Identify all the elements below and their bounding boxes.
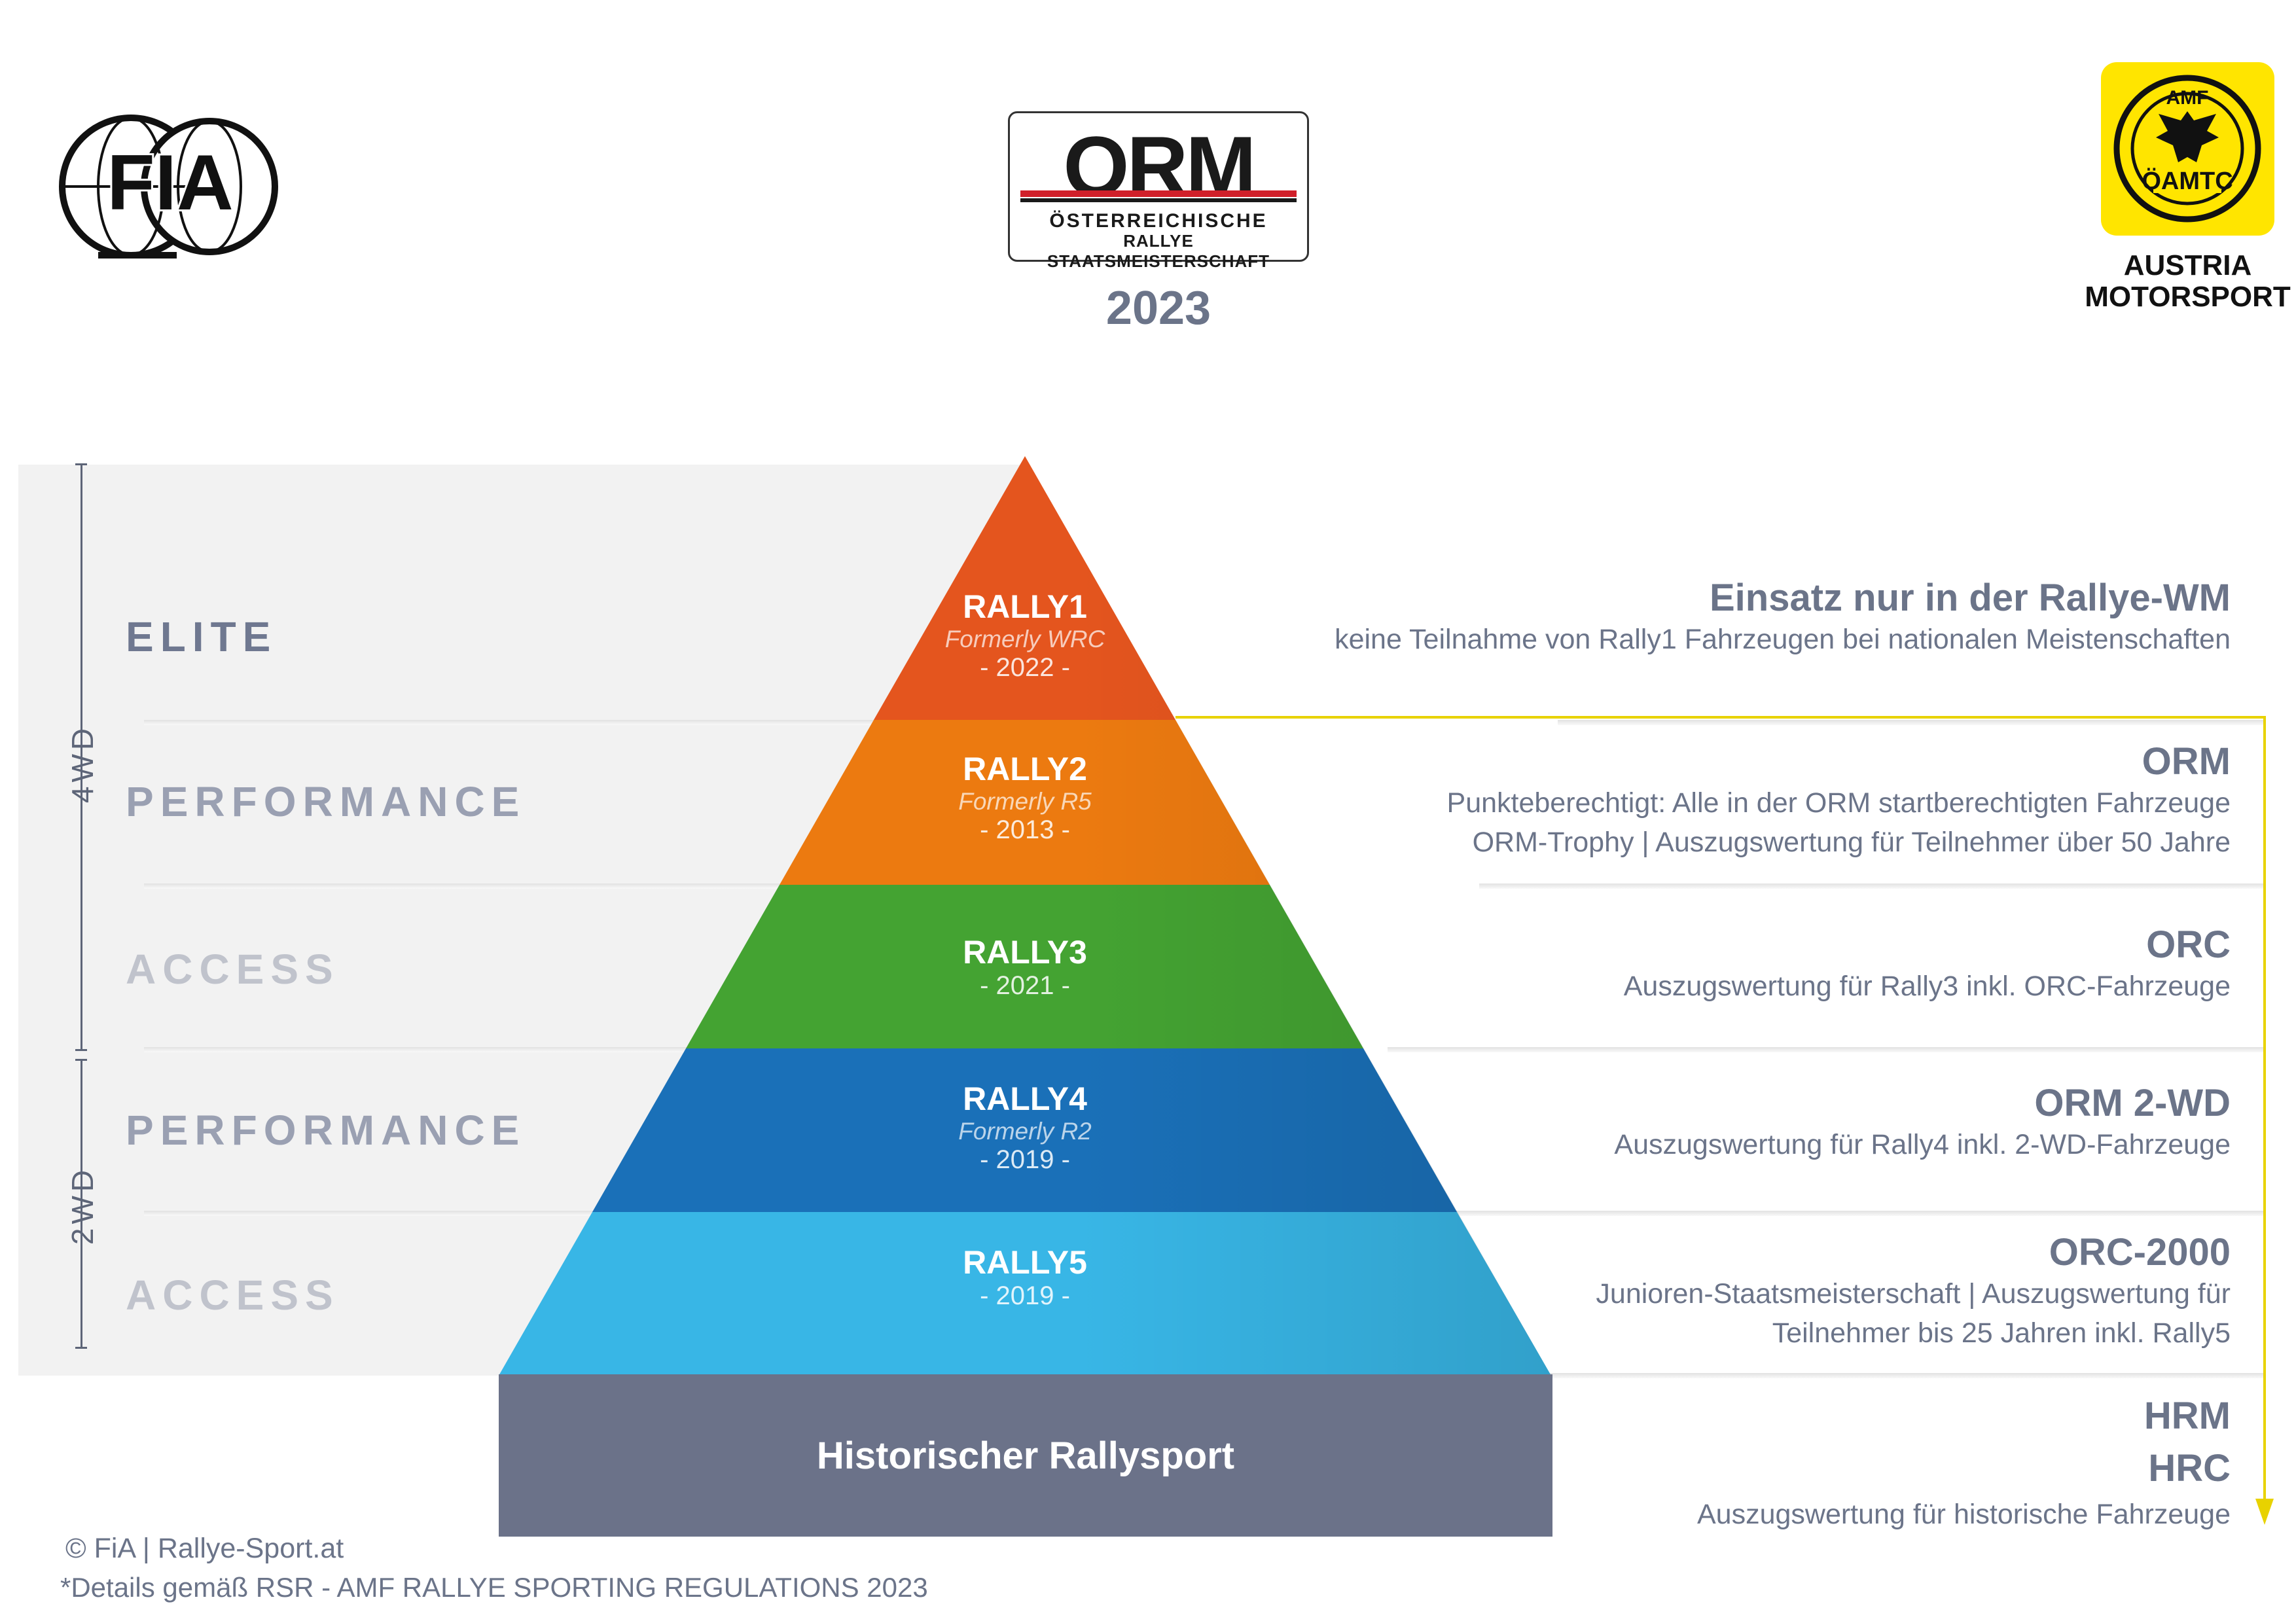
band-separator [144,720,1073,725]
fia-logo: FIA [59,111,281,262]
info-orm-head: ORM [2142,740,2231,783]
rally5-year: - 2019 - [980,1281,1070,1310]
rally4-year: - 2019 - [980,1145,1070,1174]
band-separator [1388,1047,2265,1052]
info-hrc-head: HRC [2148,1447,2231,1489]
eagle-icon [2156,111,2219,162]
austria-motorsport-line1: AUSTRIA [2123,249,2252,281]
info-orc-sub: Auszugswertung für Rally3 inkl. ORC-Fahr… [1623,971,2231,1002]
info-rally1-head: Einsatz nur in der Rallye-WM [1710,577,2231,619]
historic-bar: Historischer Rallysport [499,1374,1552,1537]
amf-oeamtc-logo: AMF ÖAMTC [2101,62,2274,236]
svg-text:ÖAMTC: ÖAMTC [2142,167,2233,195]
details-note: *Details gemäß RSR - AMF RALLYE SPORTING… [60,1572,928,1603]
orm-logo-line1: ÖSTERREICHISCHE [1049,210,1268,232]
info-orm-2wd-head: ORM 2-WD [2034,1082,2231,1124]
level-performance-2wd: PERFORMANCE [126,1107,526,1154]
band-separator [1296,1211,2265,1216]
pyramid-label-rally4: RALLY4 Formerly R2 - 2019 - [894,1080,1156,1175]
svg-text:FIA: FIA [107,139,233,226]
rally4-title: RALLY4 [963,1080,1087,1117]
info-orm-sub1: Punkteberechtigt: Alle in der ORM startb… [1446,787,2231,819]
bracket-2wd [81,1060,82,1348]
rally2-year: - 2013 - [980,815,1070,844]
bracket-tick [75,1049,87,1051]
info-orm-sub2: ORM-Trophy | Auszugswertung für Teilnehm… [1472,827,2231,858]
rally4-formerly: Formerly R2 [958,1118,1092,1145]
level-access-4wd: ACCESS [126,946,340,993]
year-label: 2023 [1105,282,1211,334]
level-performance-4wd: PERFORMANCE [126,778,526,825]
pyramid-label-rally3: RALLY3 - 2021 - [894,933,1156,1001]
rally5-title: RALLY5 [963,1244,1087,1281]
info-historic-sub: Auszugswertung für historische Fahrzeuge [1696,1499,2231,1530]
orm-logo: ORM ÖSTERREICHISCHE RALLYE STAATSMEISTER… [1008,111,1309,271]
bracket-tick [75,463,87,465]
rally1-title: RALLY1 [963,588,1087,625]
level-access-2wd: ACCESS [126,1272,340,1319]
band-separator [1217,1373,2265,1378]
info-orm-2wd: ORM 2-WD Auszugswertung für Rally4 inkl.… [1614,1081,2231,1164]
band-separator [144,1047,1073,1052]
band-separator [1479,883,2265,889]
info-orc-head: ORC [2146,923,2231,966]
rally2-title: RALLY2 [963,751,1087,787]
pyramid-shading [499,456,1551,1376]
connector-arrow-head [2255,1499,2274,1525]
info-hrm-head: HRM [2144,1395,2231,1437]
info-orc-2000-sub2: Teilnehmer bis 25 Jahren inkl. Rally5 [1772,1317,2231,1349]
pyramid-label-rally1: RALLY1 Formerly WRC - 2022 - [894,588,1156,683]
info-orc-2000: ORC-2000 Junioren-Staatsmeisterschaft | … [1596,1230,2231,1353]
info-orc-2000-sub1: Junioren-Staatsmeisterschaft | Auszugswe… [1596,1278,2231,1310]
info-orm-2wd-sub: Auszugswertung für Rally4 inkl. 2-WD-Fah… [1614,1129,2231,1160]
orm-logo-word: ORM [1063,118,1256,214]
info-historic: HRM HRC Auszugswertung für historische F… [1697,1390,2231,1534]
rally1-formerly: Formerly WRC [944,626,1105,652]
pyramid-label-rally5: RALLY5 - 2019 - [894,1243,1156,1311]
copyright: © FiA | Rallye-Sport.at [65,1533,344,1564]
bracket-tick [75,1059,87,1061]
austria-motorsport-line2: MOTORSPORT [2085,281,2291,313]
austria-motorsport-label: AUSTRIA MOTORSPORT [2075,250,2296,313]
rally3-year: - 2021 - [980,971,1070,1000]
band-separator [1558,720,2265,725]
level-elite: ELITE [126,613,278,660]
info-rally1-sub: keine Teilnahme von Rally1 Fahrzeugen be… [1335,624,2231,655]
info-orc-2000-head: ORC-2000 [2049,1231,2231,1274]
bracket-tick [75,1347,87,1349]
svg-text:AMF: AMF [2166,87,2209,109]
connector-arrow-line [1175,716,2266,1505]
info-rally1: Einsatz nur in der Rallye-WM keine Teiln… [1335,576,2231,659]
bracket-4wd [81,465,82,1050]
info-orc: ORC Auszugswertung für Rally3 inkl. ORC-… [1624,923,2231,1006]
orm-logo-line2: RALLYE STAATSMEISTERSCHAFT [1047,231,1270,271]
rally2-formerly: Formerly R5 [958,788,1092,815]
band-separator [144,883,1073,889]
pyramid-label-rally2: RALLY2 Formerly R5 - 2013 - [894,750,1156,845]
rally1-year: - 2022 - [980,653,1070,682]
info-orm: ORM Punkteberechtigt: Alle in der ORM st… [1447,740,2231,862]
rally3-title: RALLY3 [963,934,1087,971]
